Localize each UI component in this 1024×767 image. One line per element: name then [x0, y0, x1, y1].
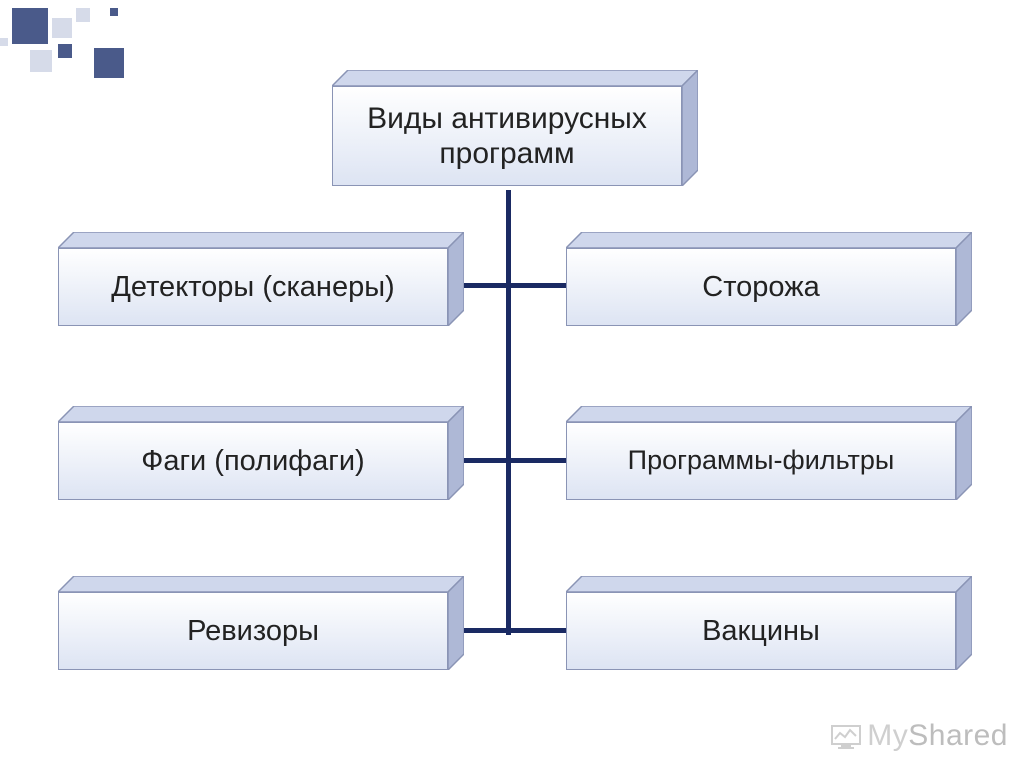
deco-square [0, 38, 8, 46]
node-label: Виды антивирусныхпрограмм [332, 86, 682, 186]
slide-canvas: Виды антивирусныхпрограмм Детекторы (скан… [0, 0, 1024, 767]
node-label: Сторожа [566, 248, 956, 326]
deco-square [94, 48, 124, 78]
node-left-0: Детекторы (сканеры) [58, 232, 464, 326]
node-left-1: Фаги (полифаги) [58, 406, 464, 500]
node-left-2: Ревизоры [58, 576, 464, 670]
deco-square [30, 50, 52, 72]
node-right-0: Сторожа [566, 232, 972, 326]
deco-square [12, 8, 48, 44]
watermark: My Shared [831, 719, 1008, 753]
node-root: Виды антивирусныхпрограмм [332, 70, 698, 186]
watermark-prefix: My [867, 719, 908, 753]
node-right-2: Вакцины [566, 576, 972, 670]
deco-square [110, 8, 118, 16]
node-label: Ревизоры [58, 592, 448, 670]
watermark-icon [831, 723, 861, 749]
deco-square [52, 18, 72, 38]
deco-square [58, 44, 72, 58]
watermark-suffix: Shared [908, 719, 1008, 753]
deco-square [76, 8, 90, 22]
node-label: Детекторы (сканеры) [58, 248, 448, 326]
node-label: Программы-фильтры [566, 422, 956, 500]
node-label: Фаги (полифаги) [58, 422, 448, 500]
connector-trunk [506, 190, 511, 635]
node-label: Вакцины [566, 592, 956, 670]
node-right-1: Программы-фильтры [566, 406, 972, 500]
